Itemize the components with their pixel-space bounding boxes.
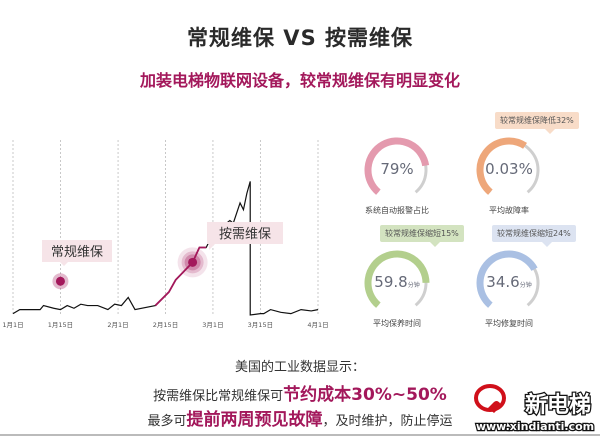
svg-text:常规维保: 常规维保	[51, 245, 103, 260]
svg-text:新电梯: 新电梯	[525, 392, 591, 418]
x-tick-label: 2月1日	[107, 321, 128, 329]
x-tick-label: 1月1日	[2, 321, 23, 329]
gauge-fill	[476, 137, 527, 195]
gauge-fill	[364, 137, 430, 195]
annotation-marker	[177, 247, 208, 278]
x-tick-label: 3月1日	[202, 321, 223, 329]
bottom-line-2-text: 按需维保比常规维保可	[153, 389, 284, 404]
gauge-callout: 较常规维保缩短15%	[380, 225, 464, 247]
bottom-line-3-tail: ，及时维护，防止停运	[322, 414, 453, 429]
x-tick-label: 3月15日	[248, 321, 273, 329]
line-chart: 1月1日 1月15日 2月1日 2月15日 3月1日 3月15日 4月1日 常规维保 按需维保	[2, 140, 329, 329]
gauge-ring	[364, 137, 430, 195]
annotation-label: 常规维保	[42, 240, 112, 266]
gauge-fill	[476, 250, 538, 308]
annotation-label: 按需维保	[207, 222, 283, 250]
gauge-unit: 分钟	[407, 282, 420, 289]
gauge-value-number: 0.03%	[485, 160, 533, 178]
bottom-highlight-warning: 提前两周预见故障	[186, 410, 323, 430]
gauge-ring	[476, 250, 540, 308]
bottom-line-3: 最多可提前两周预见故障，及时维护，防止停运	[0, 405, 600, 430]
bottom-line-1: 美国的工业数据显示：	[234, 360, 365, 375]
bottom-line-2: 按需维保比常规维保可节约成本30%~50%	[0, 380, 600, 405]
gauge-label: 平均保养时间	[373, 319, 421, 328]
gauge-callout: 较常规维保缩短24%	[492, 225, 576, 247]
gauge-value-number: 79%	[380, 160, 414, 178]
bottom-highlight-cost: 节约成本30%~50%	[283, 385, 447, 405]
gauge-ring	[476, 137, 540, 195]
bottom-line-3-text: 最多可	[147, 414, 187, 429]
x-tick-label: 1月15日	[48, 321, 73, 329]
gauge-label: 系统自动报警占比	[365, 206, 429, 215]
page-subtitle: 加装电梯物联网设备，较常规维保有明显变化	[139, 71, 460, 90]
xindianti-logo: 新电梯 www.xindianti.com	[474, 384, 595, 434]
page-title: 常规维保 VS 按需维保	[187, 26, 413, 50]
gauge-unit: 分钟	[519, 282, 532, 289]
gauge-ring	[364, 250, 430, 308]
logo-swirl-icon	[474, 384, 506, 412]
gauge-value: 34.6分钟	[474, 273, 544, 291]
annotation-marker	[52, 273, 69, 290]
gauge-value-number: 34.6	[486, 273, 520, 291]
gauge-value: 79%	[362, 160, 432, 178]
svg-text:www.xindianti.com: www.xindianti.com	[476, 420, 594, 433]
highlight-segment	[154, 246, 207, 307]
logo-heart-icon	[488, 401, 501, 413]
gauge-callout: 较常规维保降低32%	[495, 112, 579, 134]
x-tick-label: 4月1日	[307, 321, 328, 329]
gauge-fill	[364, 250, 430, 308]
gauge-label: 平均故障率	[489, 206, 529, 215]
gauge-value: 59.8分钟	[362, 273, 432, 291]
gauge-value-number: 59.8	[374, 273, 408, 291]
footer-divider	[0, 434, 600, 436]
gauge-label: 平均修复时间	[485, 319, 533, 328]
x-tick-label: 2月15日	[153, 321, 178, 329]
svg-text:按需维保: 按需维保	[219, 227, 271, 242]
gauge-value: 0.03%	[474, 160, 544, 178]
